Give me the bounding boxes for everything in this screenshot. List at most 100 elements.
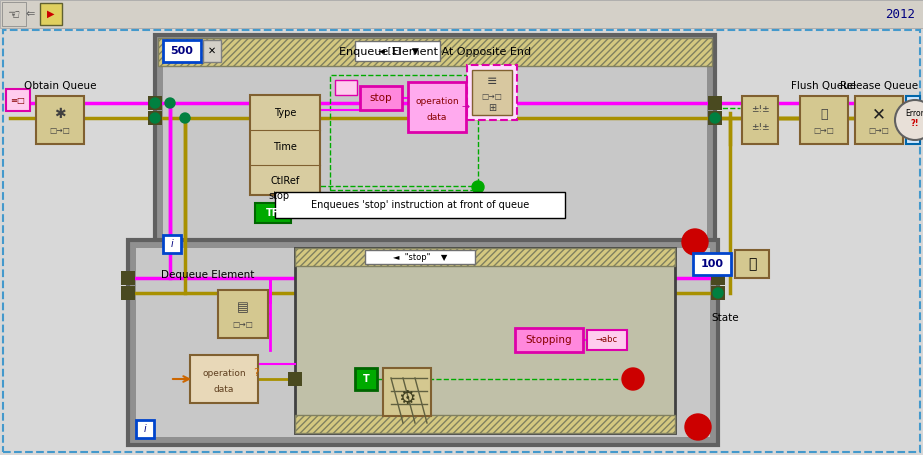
Text: Flush Queue: Flush Queue — [791, 81, 857, 91]
Text: ?: ? — [253, 368, 259, 378]
Bar — [6, 89, 30, 111]
Bar — [711, 286, 725, 300]
Bar — [203, 40, 221, 62]
Text: ✱: ✱ — [54, 107, 66, 121]
Text: ▶: ▶ — [47, 9, 54, 19]
Circle shape — [150, 113, 160, 123]
Circle shape — [472, 181, 484, 193]
Text: Release Queue: Release Queue — [840, 81, 918, 91]
Bar — [800, 96, 848, 144]
Text: →abc: →abc — [596, 335, 618, 344]
Text: ▤: ▤ — [237, 302, 249, 314]
Text: 🗑: 🗑 — [821, 107, 828, 121]
Circle shape — [713, 288, 723, 298]
Circle shape — [682, 229, 708, 255]
Text: 100: 100 — [701, 259, 724, 269]
Text: Stopping: Stopping — [526, 335, 572, 345]
Text: ±!±: ±!± — [750, 106, 769, 115]
Bar — [275, 192, 565, 218]
Text: Type: Type — [274, 108, 296, 118]
Bar — [708, 96, 722, 110]
Text: □→□: □→□ — [233, 320, 254, 329]
Text: ⇐: ⇐ — [25, 9, 35, 19]
Circle shape — [895, 100, 923, 140]
Bar — [190, 355, 258, 403]
Text: operation: operation — [202, 369, 246, 378]
Circle shape — [180, 113, 190, 123]
Bar — [408, 82, 466, 132]
Bar — [735, 250, 769, 278]
Text: ◄ [1]    ▼: ◄ [1] ▼ — [378, 46, 418, 56]
Bar — [136, 420, 154, 438]
Text: TF: TF — [267, 208, 280, 218]
Text: Time: Time — [273, 142, 297, 152]
Text: Enqueues 'stop' instruction at front of queue: Enqueues 'stop' instruction at front of … — [311, 200, 529, 210]
Text: ✕: ✕ — [208, 46, 216, 56]
Circle shape — [710, 113, 720, 123]
Bar — [148, 96, 162, 110]
Text: operation: operation — [415, 96, 459, 106]
Text: Enqueue Element At Opposite End: Enqueue Element At Opposite End — [339, 47, 531, 57]
Bar — [365, 250, 475, 264]
Text: ◄  "stop"    ▼: ◄ "stop" ▼ — [393, 253, 447, 262]
Bar — [515, 328, 583, 352]
Bar — [693, 253, 731, 275]
Bar — [128, 240, 718, 445]
Text: 500: 500 — [171, 46, 194, 56]
Circle shape — [165, 98, 175, 108]
Bar — [383, 368, 431, 416]
Bar — [158, 38, 712, 66]
Text: i: i — [171, 239, 174, 249]
Circle shape — [150, 98, 160, 108]
Bar — [148, 111, 162, 125]
Text: →: → — [462, 102, 470, 112]
Text: State: State — [712, 313, 738, 323]
Text: □→□: □→□ — [869, 126, 890, 136]
Bar — [330, 75, 478, 190]
Text: Dequeue Element: Dequeue Element — [162, 270, 255, 280]
Text: 2012: 2012 — [885, 7, 915, 20]
Text: ⚙: ⚙ — [398, 389, 415, 408]
Bar — [218, 290, 268, 338]
Text: ±!±: ±!± — [750, 123, 769, 132]
Bar — [295, 248, 675, 266]
Bar — [360, 86, 402, 110]
Bar — [472, 70, 512, 115]
Text: ≡□: ≡□ — [10, 96, 26, 105]
Bar — [711, 271, 725, 285]
Text: CtlRef: CtlRef — [270, 176, 300, 186]
Bar — [288, 372, 302, 386]
Text: ☜: ☜ — [7, 7, 20, 21]
Bar — [0, 0, 923, 28]
Bar — [355, 41, 440, 61]
Text: data: data — [426, 112, 447, 121]
Text: T: T — [363, 374, 369, 384]
Text: ?!: ?! — [911, 120, 919, 128]
Bar — [255, 203, 291, 223]
Bar — [295, 248, 675, 433]
Text: stop: stop — [268, 191, 289, 201]
Text: Obtain Queue: Obtain Queue — [24, 81, 96, 91]
Text: stop: stop — [370, 93, 392, 103]
Bar — [742, 96, 778, 144]
Bar — [121, 286, 135, 300]
Text: ✕: ✕ — [872, 105, 886, 123]
Bar — [155, 35, 715, 260]
Bar — [136, 248, 710, 437]
Text: data: data — [214, 384, 234, 394]
Bar — [121, 271, 135, 285]
Bar — [163, 43, 707, 238]
Circle shape — [622, 368, 644, 390]
Text: ≡: ≡ — [486, 76, 497, 89]
Bar — [250, 95, 320, 195]
Text: Error: Error — [905, 110, 923, 118]
Bar — [335, 80, 357, 95]
Bar — [295, 415, 675, 433]
Bar — [2, 2, 26, 26]
Text: □→□: □→□ — [813, 126, 834, 136]
Bar — [467, 65, 517, 120]
Bar — [355, 368, 377, 390]
Text: ⏱: ⏱ — [748, 257, 756, 271]
Bar — [163, 40, 201, 62]
Circle shape — [685, 414, 711, 440]
